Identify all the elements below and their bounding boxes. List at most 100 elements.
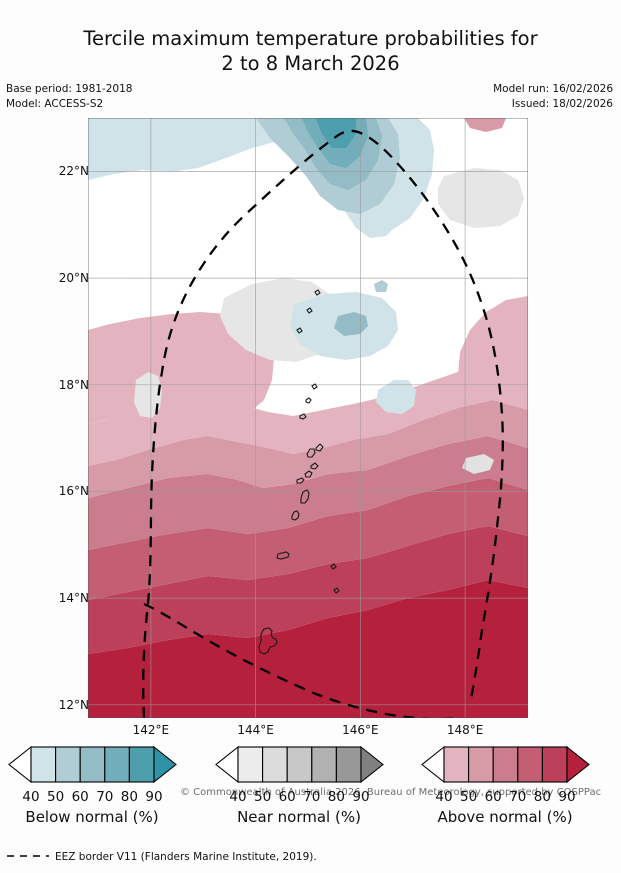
swatch-below-70 [104,746,130,783]
swatch-above-under [421,745,445,784]
island-asuncion [299,413,307,420]
island-agrihan [315,443,324,452]
eez-footer-label: EEZ border V11 (Flanders Marine Institut… [55,851,317,863]
tick-below-70: 70 [96,789,114,805]
island-guam [258,627,278,655]
contour-above-60 [88,436,528,550]
tick-below-50: 50 [47,789,65,805]
island-farallon [311,383,318,390]
swatch-above-over [566,745,590,784]
x-axis-tick-144e: 144°E [237,723,274,737]
colorbar-below-normal-ticks: 40 50 60 70 80 90 [4,789,204,805]
contour-near-east-small [462,454,494,474]
island-north-5 [333,587,340,594]
x-axis-tick-146e: 146°E [342,723,379,737]
colorbar-above-normal-swatches [421,745,590,784]
metadata-left: Base period: 1981-2018 Model: ACCESS-S2 [6,82,132,112]
contour-below-midright [376,380,416,414]
contour-below-80 [316,118,356,148]
island-outlines [258,289,340,655]
island-rota [276,551,290,560]
tick-above-70: 70 [509,789,527,805]
swatch-below-80 [128,746,155,783]
y-axis-tick-14n: 14°N [58,591,89,606]
tick-near-60: 60 [278,789,296,805]
swatch-below-50 [55,746,81,783]
swatch-near-60 [286,746,313,783]
swatch-below-40 [30,746,57,783]
contour-above-40-east [458,296,528,396]
metadata-right: Model run: 16/02/2026 Issued: 18/02/2026 [493,82,613,112]
tick-below-40: 40 [22,789,40,805]
island-pagan [306,448,316,458]
colorbar-near-normal-ticks: 40 50 60 70 80 90 [211,789,411,805]
tick-near-70: 70 [303,789,321,805]
swatch-above-70 [517,746,543,783]
contour-near-west-small [134,372,162,418]
eez-border-south [143,602,454,718]
contour-below-central-core [334,312,368,336]
colorbar-below-normal[interactable]: 40 50 60 70 80 90 Below normal (%) [4,742,204,834]
title-line-1: Tercile maximum temperature probabilitie… [83,27,538,50]
footer-attribution: EEZ border V11 (Flanders Marine Institut… [6,851,317,863]
swatch-near-40 [237,746,264,783]
swatch-below-under [8,745,32,784]
contour-above-top-right [464,118,506,132]
tick-near-50: 50 [254,789,272,805]
y-axis-tick-12n: 12°N [58,697,89,712]
tick-below-90: 90 [145,789,163,805]
tick-below-60: 60 [71,789,89,805]
contour-above-40-northwest [88,312,274,424]
tick-near-80: 80 [327,789,345,805]
colorbar-below-normal-title: Below normal (%) [25,808,159,826]
colorbar-near-normal[interactable]: 40 50 60 70 80 90 Near normal (%) [211,742,411,834]
island-tinian [291,510,300,521]
y-axis-tick-16n: 16°N [58,484,89,499]
contour-below-central-dot [374,280,388,292]
tick-near-40: 40 [229,789,247,805]
island-anatahan [296,477,305,484]
graticule [88,118,528,718]
island-north-1 [296,327,303,334]
x-axis-tick-148e: 148°E [446,723,484,737]
swatch-near-50 [262,746,288,783]
swatch-above-50 [468,746,494,783]
colorbar-above-normal-ticks: 40 50 60 70 80 90 [417,789,617,805]
eez-dash-icon [6,851,50,863]
eez-dash-glyph [7,855,49,857]
colorbar-above-normal-title: Above normal (%) [437,808,573,826]
probability-map[interactable]: © Commonwealth of Australia 2026, Bureau… [88,118,601,798]
y-axis-tick-18n: 18°N [58,377,89,392]
colorbar-near-normal-title: Near normal (%) [237,808,361,826]
issued-label: Issued: 18/02/2026 [511,98,613,110]
swatch-above-40 [443,746,470,783]
model-label: Model: ACCESS-S2 [6,98,104,110]
island-north-3 [314,289,321,296]
swatch-below-60 [79,746,106,783]
tick-above-60: 60 [484,789,502,805]
page-title: Tercile maximum temperature probabilitie… [0,26,621,76]
tick-above-90: 90 [558,789,576,805]
swatch-near-70 [311,746,337,783]
y-axis-tick-22n: 22°N [58,164,89,179]
swatch-above-60 [492,746,519,783]
tick-below-80: 80 [120,789,138,805]
tick-above-80: 80 [533,789,551,805]
swatch-near-80 [335,746,362,783]
colorbar-above-normal[interactable]: 40 50 60 70 80 90 Above normal (%) [417,742,617,834]
title-line-2: 2 to 8 March 2026 [221,52,400,75]
colorbar-near-normal-swatches [215,745,384,784]
colorbar-below-normal-swatches [8,745,177,784]
eez-border [142,129,504,718]
colorbar-legends: 40 50 60 70 80 90 Below normal (%) [0,742,621,834]
island-north-2 [306,307,313,314]
y-axis-tick-20n: 20°N [58,271,89,286]
contour-above-50 [88,400,528,498]
swatch-near-over [360,745,384,784]
x-axis-tick-142e: 142°E [132,723,170,737]
island-alamagan [310,462,319,470]
contour-above-80 [88,526,528,654]
island-saipan [300,489,310,504]
contour-near-east-blob [438,168,524,228]
